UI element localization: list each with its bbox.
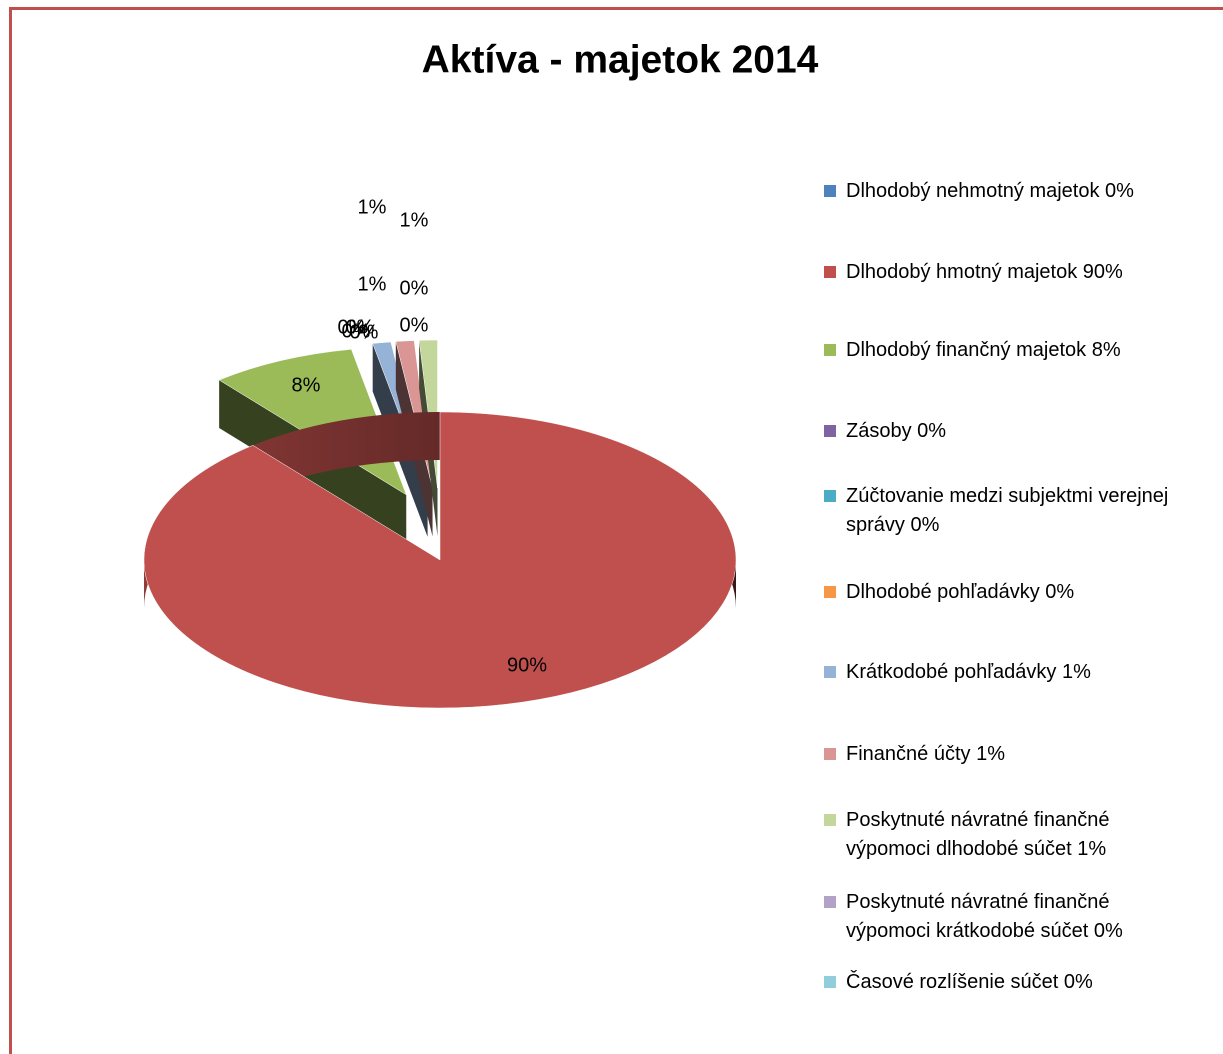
legend-item: Časové rozlíšenie súčet 0%: [824, 968, 1186, 997]
legend-item: Poskytnuté návratné finančné výpomoci dl…: [824, 806, 1186, 864]
data-label: 90%: [507, 654, 547, 676]
chart-frame: [9, 7, 1223, 1054]
legend-swatch: [824, 266, 836, 278]
legend-item: Zásoby 0%: [824, 417, 1186, 446]
legend-swatch: [824, 185, 836, 197]
legend-label: Zásoby 0%: [846, 420, 947, 442]
legend-item: Dlhodobý hmotný majetok 90%: [824, 258, 1186, 287]
data-label: 0%: [342, 320, 371, 342]
data-label: 0%: [400, 277, 429, 299]
data-label: 1%: [400, 209, 429, 231]
legend-label: Dlhodobý hmotný majetok 90%: [846, 261, 1123, 283]
legend-label: Dlhodobý nehmotný majetok 0%: [846, 180, 1134, 202]
legend-label: Časové rozlíšenie súčet 0%: [846, 971, 1093, 993]
data-label: 1%: [358, 196, 387, 218]
data-label: 0%: [400, 314, 429, 336]
legend-swatch: [824, 490, 836, 502]
legend-swatch: [824, 748, 836, 760]
pie: [143, 339, 737, 709]
legend-swatch: [824, 976, 836, 988]
legend-label: Dlhodobý finančný majetok 8%: [846, 339, 1121, 361]
legend-item: Dlhodobý nehmotný majetok 0%: [824, 177, 1186, 206]
legend-swatch: [824, 425, 836, 437]
legend-swatch: [824, 344, 836, 356]
slice: [143, 411, 737, 709]
legend-swatch: [824, 814, 836, 826]
legend-label: Dlhodobé pohľadávky 0%: [846, 581, 1075, 603]
legend-swatch: [824, 586, 836, 598]
legend-swatch: [824, 896, 836, 908]
data-label: 0%: [350, 321, 379, 343]
legend-item: Dlhodobý finančný majetok 8%: [824, 336, 1186, 365]
legend-item: Krátkodobé pohľadávky 1%: [824, 658, 1186, 687]
data-label: 1%: [358, 273, 387, 295]
legend-label: Finančné účty 1%: [846, 743, 1005, 765]
legend-label: Zúčtovanie medzi subjektmi verejnej sprá…: [846, 485, 1169, 536]
legend-item: Dlhodobé pohľadávky 0%: [824, 578, 1186, 607]
legend-item: Finančné účty 1%: [824, 740, 1186, 769]
legend-swatch: [824, 666, 836, 678]
legend-label: Poskytnuté návratné finančné výpomoci dl…: [846, 809, 1110, 860]
legend-label: Krátkodobé pohľadávky 1%: [846, 661, 1091, 683]
legend-item: Poskytnuté návratné finančné výpomoci kr…: [824, 888, 1186, 946]
data-label: 8%: [292, 374, 321, 396]
legend-label: Poskytnuté návratné finančné výpomoci kr…: [846, 891, 1123, 942]
data-label: 0%: [338, 316, 367, 338]
data-label: 0%: [346, 316, 375, 338]
chart-title: Aktíva - majetok 2014: [422, 38, 819, 81]
legend-item: Zúčtovanie medzi subjektmi verejnej sprá…: [824, 482, 1186, 540]
